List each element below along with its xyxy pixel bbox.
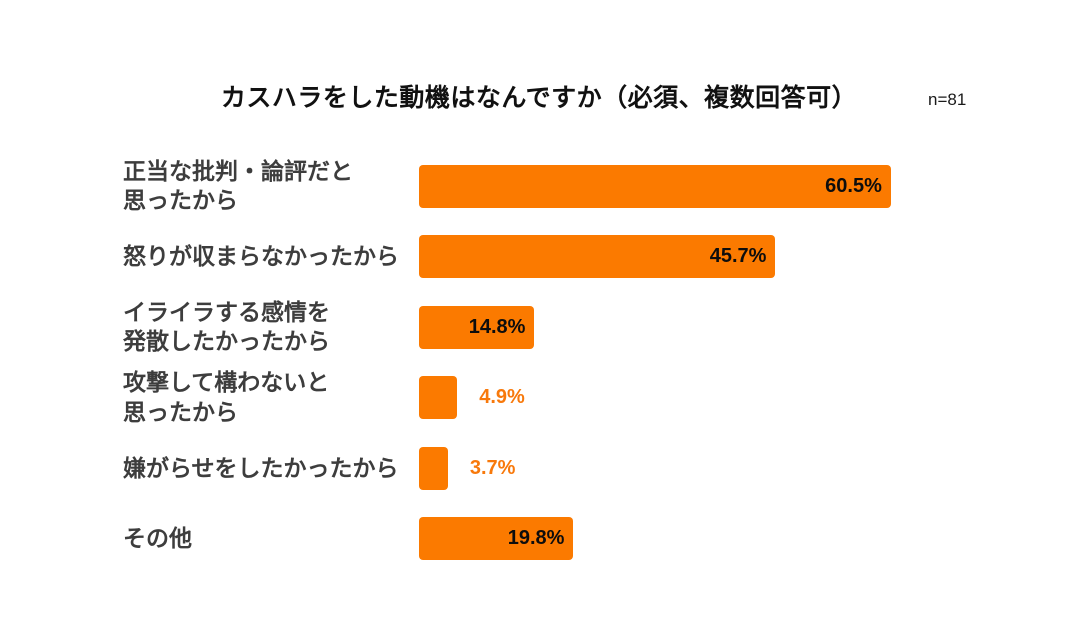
bar-track: 45.7% bbox=[419, 222, 1063, 293]
bar bbox=[419, 446, 448, 490]
sample-size-label: n=81 bbox=[928, 90, 967, 109]
chart-row: イライラする感情を 発散したかったから 14.8% bbox=[123, 292, 1063, 363]
bar bbox=[419, 376, 458, 420]
chart-row: その他 19.8% bbox=[123, 504, 1063, 575]
bar-track: 3.7% bbox=[419, 433, 1063, 504]
bar-chart: 正当な批判・論評だと 思ったから 60.5% 怒りが収まらなかったから 45.7% イラ… bbox=[123, 151, 1063, 574]
bar: 45.7% bbox=[419, 235, 776, 279]
bar: 14.8% bbox=[419, 305, 535, 349]
value-label: 4.9% bbox=[479, 386, 525, 409]
value-label: 3.7% bbox=[469, 456, 516, 479]
category-label: 攻撃して構わないと 思ったから bbox=[123, 369, 330, 425]
bar-track: 60.5% bbox=[419, 151, 1063, 222]
bar-track: 14.8% bbox=[419, 292, 1063, 363]
value-label: 45.7% bbox=[709, 245, 767, 268]
bar-track: 4.9% bbox=[419, 363, 1063, 434]
category-label: 嫌がらせをしたかったから bbox=[123, 454, 399, 481]
chart-row: 正当な批判・論評だと 思ったから 60.5% bbox=[123, 151, 1063, 222]
value-label: 14.8% bbox=[468, 315, 526, 338]
chart-header: カスハラをした動機はなんですか（必須、複数回答可） bbox=[0, 78, 1078, 114]
bar: 19.8% bbox=[419, 517, 574, 561]
chart-row: 怒りが収まらなかったから 45.7% bbox=[123, 222, 1063, 293]
category-label: その他 bbox=[123, 525, 192, 552]
category-label: 怒りが収まらなかったから bbox=[123, 243, 399, 270]
category-label: 正当な批判・論評だと 思ったから bbox=[123, 157, 353, 214]
value-label: 19.8% bbox=[507, 527, 565, 550]
chart-row: 嫌がらせをしたかったから 3.7% bbox=[123, 433, 1063, 504]
chart-row: 攻撃して構わないと 思ったから 4.9% bbox=[123, 363, 1063, 434]
category-label: イライラする感情を 発散したかったから bbox=[123, 298, 330, 355]
bar: 60.5% bbox=[419, 164, 891, 208]
page-title: カスハラをした動機はなんですか（必須、複数回答可） bbox=[220, 84, 858, 112]
bar-track: 19.8% bbox=[419, 504, 1063, 575]
value-label: 60.5% bbox=[825, 174, 882, 197]
